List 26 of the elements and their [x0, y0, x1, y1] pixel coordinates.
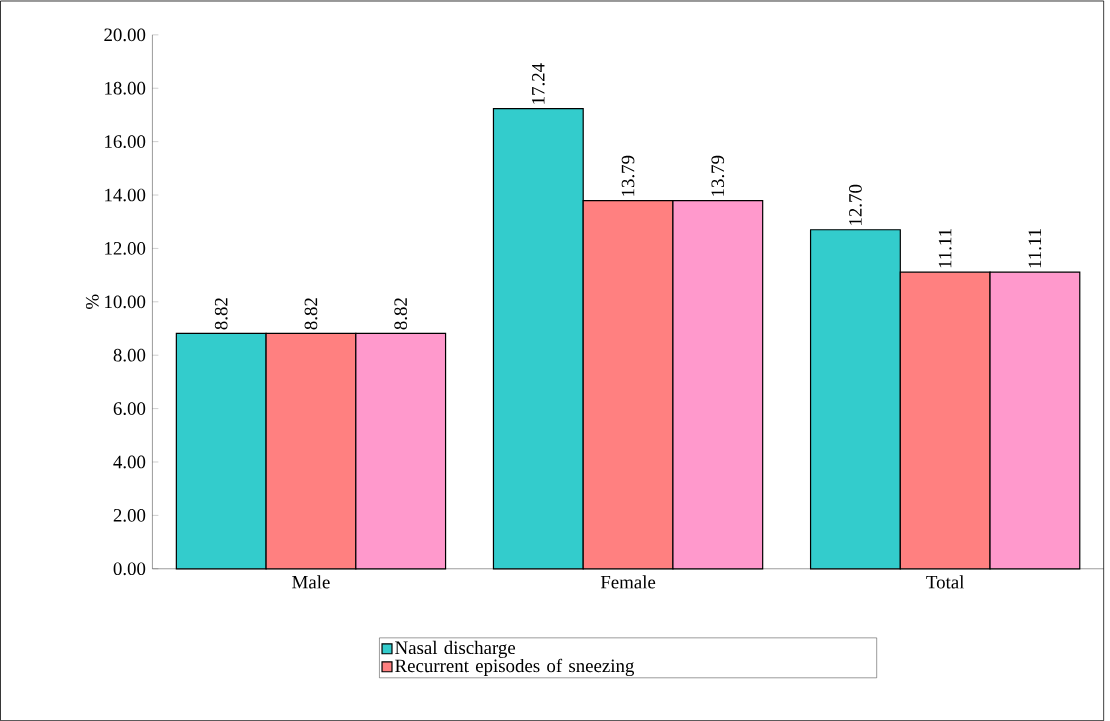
y-axis-title: % [85, 294, 99, 309]
data-label: 8.82 [304, 298, 318, 330]
data-label: 17.24 [531, 63, 545, 104]
y-tick-label: 8.00 [113, 348, 146, 362]
y-tick-label: 2.00 [113, 508, 146, 522]
y-tick-label: 4.00 [113, 455, 146, 469]
legend-label: Recurrent episodes of sneezing [395, 658, 635, 676]
y-tick-label: 18.00 [105, 81, 146, 95]
data-label: 11.11 [938, 229, 952, 268]
x-tick-label: Male [292, 575, 330, 589]
data-label: 12.70 [849, 184, 862, 225]
data-label: 13.79 [621, 155, 635, 196]
data-label: 11.11 [1028, 229, 1042, 268]
y-tick-label: 12.00 [105, 241, 146, 255]
y-tick-label: 20.00 [104, 28, 146, 42]
y-tick-label: 0.00 [113, 562, 146, 576]
data-label: 8.82 [394, 298, 408, 330]
x-tick-label: Total [926, 575, 965, 589]
y-tick-label: 16.00 [105, 135, 146, 148]
legend-label: Nasal discharge [395, 640, 516, 658]
data-label: 13.79 [711, 155, 725, 196]
x-tick-label: Female [600, 575, 656, 589]
y-tick-label: 6.00 [113, 402, 146, 415]
y-tick-label: 10.00 [105, 295, 146, 309]
data-label: 8.82 [214, 298, 228, 330]
y-tick-label: 14.00 [105, 188, 146, 202]
